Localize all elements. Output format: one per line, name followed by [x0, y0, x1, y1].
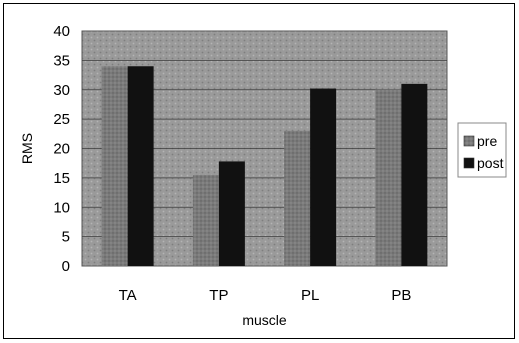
y-tick-label: 5	[62, 229, 70, 246]
y-tick-label: 30	[53, 82, 70, 99]
y-axis-title: RMS	[19, 133, 35, 164]
bar-pre-tp	[192, 174, 219, 266]
legend-swatch-post	[463, 157, 475, 169]
bar-post-pl	[310, 88, 337, 266]
legend-label-pre: pre	[477, 133, 497, 149]
bar-post-pb	[401, 83, 428, 266]
legend-swatch-pre	[463, 135, 475, 147]
y-tick-label: 15	[53, 170, 70, 187]
y-tick-label: 40	[53, 23, 70, 40]
y-tick-label: 35	[53, 52, 70, 69]
y-tick-label: 10	[53, 199, 70, 216]
bars	[101, 66, 428, 266]
legend-label-post: post	[477, 155, 504, 171]
legend: pre post	[457, 122, 507, 178]
y-tick-label: 20	[53, 141, 70, 158]
bar-post-tp	[218, 161, 245, 266]
bar-pre-ta	[101, 66, 128, 266]
bar-pre-pb	[375, 89, 402, 266]
x-axis-title: muscle	[242, 312, 287, 328]
x-tick-label: TP	[209, 287, 228, 304]
y-axis-ticks: 0 5 10 15 20 25 30 35 40	[53, 23, 70, 275]
x-tick-label: PB	[391, 287, 411, 304]
x-tick-label: TA	[119, 287, 137, 304]
x-tick-label: PL	[301, 287, 319, 304]
y-tick-label: 0	[62, 258, 70, 275]
x-axis-ticks: TA TP PL PB	[119, 287, 412, 304]
y-tick-label: 25	[53, 111, 70, 128]
bar-pre-pl	[284, 130, 311, 266]
bar-post-ta	[127, 66, 154, 266]
